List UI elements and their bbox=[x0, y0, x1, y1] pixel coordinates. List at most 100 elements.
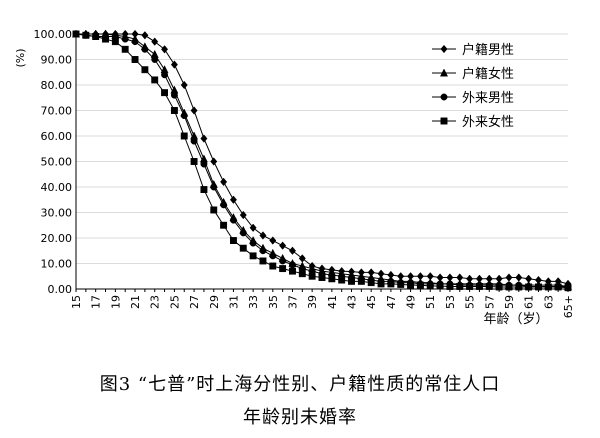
data-point-circle bbox=[269, 252, 277, 260]
figure-caption-line1: 图3 “七普”时上海分性别、户籍性质的常住人口 bbox=[99, 374, 501, 395]
data-point-square bbox=[525, 283, 533, 291]
data-point-circle bbox=[180, 112, 188, 120]
data-point-square bbox=[131, 56, 139, 63]
data-point-diamond bbox=[288, 246, 297, 255]
figure-caption-line2: 年龄别未婚率 bbox=[243, 407, 357, 428]
y-tick-label: 80.00 bbox=[41, 79, 73, 92]
data-point-circle bbox=[200, 160, 208, 168]
data-point-circle bbox=[161, 71, 169, 79]
x-tick-label: 41 bbox=[326, 295, 339, 309]
data-point-square bbox=[92, 33, 100, 40]
data-point-circle bbox=[279, 257, 287, 265]
data-point-diamond bbox=[161, 45, 169, 54]
legend-item-diamond: 户籍男性 bbox=[432, 42, 514, 58]
data-point-square bbox=[367, 279, 375, 287]
data-point-square bbox=[190, 158, 198, 165]
x-tick-label: 37 bbox=[286, 295, 299, 309]
series-square bbox=[72, 30, 572, 292]
data-point-square bbox=[407, 281, 415, 289]
legend-marker-circle bbox=[440, 93, 448, 101]
data-point-circle bbox=[170, 91, 178, 99]
x-tick-label: 39 bbox=[306, 295, 319, 309]
data-point-square bbox=[180, 132, 188, 140]
data-point-diamond bbox=[170, 60, 178, 69]
line-chart: 0.00 10.00 20.00 30.00 40.00 50.00 60.00 70.00 8… bbox=[14, 28, 575, 327]
y-tick-label: 90.00 bbox=[41, 54, 73, 67]
data-point-square bbox=[239, 244, 247, 252]
data-point-square bbox=[210, 206, 218, 214]
x-tick-label: 57 bbox=[483, 295, 496, 309]
x-tick-label: 51 bbox=[424, 295, 437, 309]
data-point-square bbox=[249, 252, 257, 260]
data-point-square bbox=[466, 283, 474, 290]
y-tick-label: 70.00 bbox=[41, 105, 73, 118]
y-axis-unit-label: (%) bbox=[14, 48, 27, 67]
data-point-square bbox=[220, 221, 228, 229]
data-point-circle bbox=[220, 201, 228, 209]
data-point-square bbox=[387, 280, 395, 288]
data-point-square bbox=[141, 66, 149, 74]
x-tick-label: 33 bbox=[247, 295, 260, 309]
legend-item-triangle: 户籍女性 bbox=[432, 66, 514, 82]
data-point-circle bbox=[141, 45, 149, 53]
data-point-square bbox=[495, 283, 503, 291]
data-point-square bbox=[426, 282, 434, 290]
data-point-diamond bbox=[180, 80, 188, 90]
data-point-circle bbox=[239, 229, 247, 237]
data-point-square bbox=[328, 275, 336, 283]
x-tick-label: 27 bbox=[188, 295, 201, 309]
x-tick-label: 15 bbox=[70, 295, 83, 309]
data-point-diamond bbox=[298, 254, 306, 263]
data-point-square bbox=[554, 283, 562, 291]
data-point-circle bbox=[210, 183, 218, 191]
data-point-square bbox=[121, 45, 129, 53]
data-point-diamond bbox=[515, 273, 523, 282]
x-tick-label: 21 bbox=[129, 295, 142, 309]
x-tick-label: 63 bbox=[542, 295, 555, 309]
y-tick-label: 60.00 bbox=[41, 130, 73, 143]
x-tick-label: 65+ bbox=[562, 295, 575, 318]
data-point-square bbox=[308, 272, 316, 280]
x-tick-label: 55 bbox=[464, 295, 477, 309]
data-point-diamond bbox=[210, 157, 218, 166]
data-point-square bbox=[535, 283, 542, 291]
data-point-square bbox=[111, 38, 119, 46]
data-point-circle bbox=[190, 137, 198, 145]
data-point-circle bbox=[151, 56, 159, 63]
data-point-diamond bbox=[259, 231, 267, 240]
x-tick-label: 23 bbox=[149, 295, 162, 309]
data-point-diamond bbox=[505, 273, 513, 282]
y-tick-label: 0.00 bbox=[48, 283, 73, 296]
x-tick-label: 19 bbox=[109, 295, 122, 309]
data-point-square bbox=[298, 270, 306, 278]
series-layer bbox=[71, 29, 573, 292]
data-point-square bbox=[564, 284, 572, 292]
data-point-square bbox=[485, 283, 493, 290]
legend-marker-diamond bbox=[440, 44, 448, 54]
data-point-square bbox=[505, 283, 513, 291]
legend-label: 外来女性 bbox=[462, 114, 514, 130]
data-point-square bbox=[259, 257, 267, 265]
legend-label: 户籍女性 bbox=[462, 66, 514, 82]
data-point-square bbox=[269, 262, 277, 270]
legend-label: 户籍男性 bbox=[462, 42, 514, 58]
data-point-diamond bbox=[220, 177, 228, 187]
x-tick-label: 53 bbox=[444, 295, 457, 309]
y-tick-label: 10.00 bbox=[41, 258, 73, 271]
x-tick-label: 47 bbox=[385, 295, 398, 309]
data-point-square bbox=[416, 281, 424, 289]
data-point-diamond bbox=[229, 195, 237, 204]
chart-area: 0.00 10.00 20.00 30.00 40.00 50.00 60.00 70.00 8… bbox=[14, 28, 575, 327]
data-point-diamond bbox=[151, 37, 159, 46]
data-point-square bbox=[446, 283, 454, 290]
x-tick-label: 31 bbox=[227, 295, 240, 309]
x-tick-label: 43 bbox=[346, 295, 359, 309]
x-axis-label: 年龄（岁） bbox=[483, 312, 548, 327]
data-point-square bbox=[515, 283, 523, 291]
data-point-circle bbox=[131, 38, 139, 46]
legend-item-circle: 外来男性 bbox=[432, 91, 514, 106]
data-point-square bbox=[289, 267, 296, 275]
x-tick-label: 17 bbox=[90, 295, 103, 309]
x-tick-label: 59 bbox=[503, 295, 516, 309]
y-tick-label: 40.00 bbox=[41, 181, 73, 194]
